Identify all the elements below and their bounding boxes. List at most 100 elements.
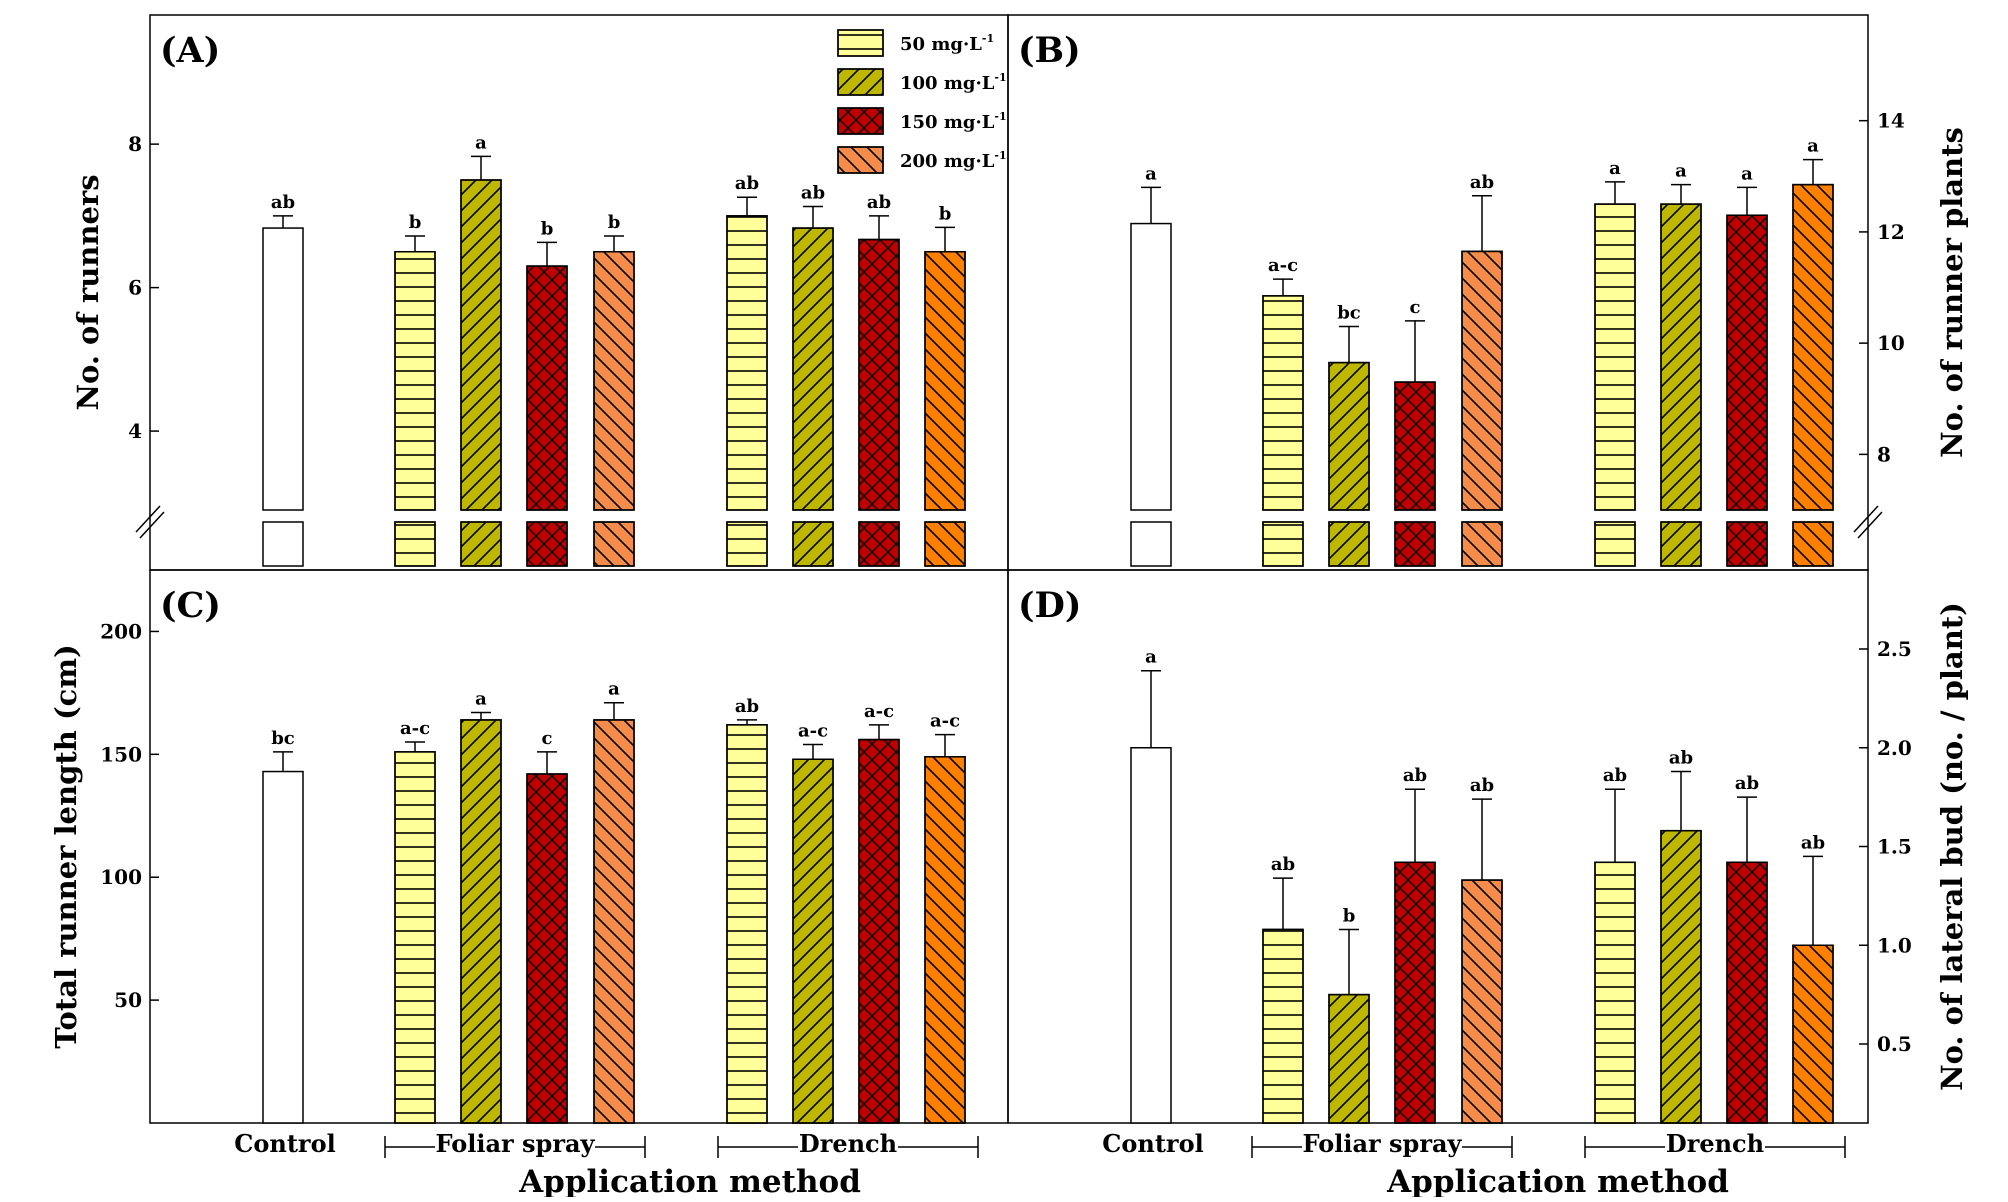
bar-drench-100-hatch (1660, 829, 1702, 1124)
significance-label: a (475, 689, 487, 710)
bar-foliar-spray-50-hatch (1262, 295, 1304, 511)
bar-drench-150-below-break-hatch (858, 521, 900, 567)
y-tick-label: 100 (100, 865, 142, 889)
significance-label: ab (1603, 765, 1627, 786)
bar-drench-100-below-break-hatch (1660, 521, 1702, 567)
bar-foliar-spray-100-hatch (1328, 361, 1370, 511)
group-label-foliar-left-bg (435, 1130, 595, 1162)
bar-control-none (1130, 747, 1172, 1124)
legend-item-200: 200 mg·L-1 (837, 146, 1007, 174)
significance-label: c (542, 728, 553, 749)
bar-foliar-spray-100-below-break-hatch (460, 521, 502, 567)
bar-foliar-spray-50-hatch (394, 250, 436, 511)
group-label-control-right: Control (1102, 1129, 1203, 1158)
significance-label: ab (867, 192, 891, 213)
bar-drench-50-below-break-hatch (726, 521, 768, 567)
y-tick-label: 150 (100, 742, 142, 766)
significance-label: ab (1470, 172, 1494, 193)
y-tick-label: 4 (128, 419, 142, 443)
legend-swatch-150-hatch (837, 107, 884, 135)
y-tick-label: 50 (114, 988, 142, 1012)
significance-label: ab (1403, 765, 1427, 786)
bar-foliar-spray-50-hatch (1262, 928, 1304, 1124)
group-label-drench-right-bg (1665, 1130, 1765, 1162)
legend-label-200: 200 mg·L-1 (900, 149, 1007, 172)
bar-drench-200-hatch (1792, 183, 1834, 511)
bar-drench-200-hatch (924, 250, 966, 511)
significance-label: a-c (400, 718, 430, 739)
group-label-control-left: Control (234, 1129, 335, 1158)
significance-label: b (608, 212, 621, 233)
legend: 50 mg·L-1 100 mg·L-1 150 mg·L-1 200 mg·L… (837, 29, 1007, 174)
x-axis-title-left: Application method (518, 1164, 861, 1197)
y-axis-title: No. of runners (71, 174, 105, 410)
significance-label: a (608, 679, 620, 700)
bar-drench-150-hatch (858, 738, 900, 1124)
legend-label-150: 150 mg·L-1 (900, 110, 1007, 133)
significance-label: a (1741, 163, 1753, 184)
bar-foliar-spray-100-below-break-hatch (1328, 521, 1370, 567)
bar-foliar-spray-100-hatch (1328, 993, 1370, 1124)
panel-label: (D) (1018, 585, 1081, 626)
significance-label: a (1675, 161, 1687, 182)
significance-label: ab (735, 173, 759, 194)
bar-drench-200-hatch (1792, 944, 1834, 1124)
significance-label: bc (271, 728, 295, 749)
bar-foliar-spray-100-hatch (460, 179, 502, 511)
bar-drench-50-hatch (1594, 203, 1636, 511)
y-axis-title: No. of lateral bud (no. / plant) (1935, 602, 1969, 1091)
significance-label: a (1807, 136, 1819, 157)
bar-foliar-spray-50-below-break-hatch (394, 521, 436, 567)
axis-break-mark (1853, 505, 1879, 533)
bar-foliar-spray-200-hatch (593, 719, 635, 1124)
significance-label: a-c (798, 721, 828, 742)
bar-foliar-spray-200-hatch (1461, 250, 1503, 511)
bar-foliar-spray-200-below-break-hatch (593, 521, 635, 567)
bar-drench-50-hatch (726, 724, 768, 1124)
group-label-drench-left: Drench (799, 1129, 897, 1158)
y-tick-label: 8 (128, 132, 142, 156)
bar-foliar-spray-50-below-break-hatch (1262, 521, 1304, 567)
axis-break-mark (1857, 511, 1883, 539)
significance-label: ab (271, 192, 295, 213)
significance-label: b (541, 218, 554, 239)
significance-label: a (1145, 163, 1157, 184)
legend-swatch-100-hatch (837, 68, 884, 96)
bar-drench-50-hatch (1594, 861, 1636, 1124)
bar-drench-50-hatch (726, 215, 768, 511)
significance-label: a (475, 132, 487, 153)
x-axis-groups-left: Control Foliar spray Drench Application … (234, 1129, 979, 1200)
bar-drench-200-below-break-hatch (924, 521, 966, 567)
significance-label: ab (1669, 747, 1693, 768)
panel-label: (B) (1018, 30, 1081, 71)
significance-label: b (409, 212, 422, 233)
significance-label: b (1343, 905, 1356, 926)
bar-drench-150-hatch (1726, 214, 1768, 511)
bar-foliar-spray-150-below-break-hatch (526, 521, 568, 567)
significance-label: a (1145, 647, 1157, 668)
bar-drench-200-hatch (924, 756, 966, 1124)
axis-break-mark (135, 505, 161, 533)
legend-label-50: 50 mg·L-1 (900, 32, 994, 55)
panel-3: (D) 0.5 1.0 1.5 2.0 2.5 No. of lateral bud (no… (1007, 569, 1969, 1124)
significance-label: c (1410, 297, 1421, 318)
bar-control-none (262, 227, 304, 511)
bar-drench-100-hatch (792, 227, 834, 511)
bar-foliar-spray-50-hatch (394, 751, 436, 1124)
significance-label: ab (1735, 773, 1759, 794)
y-tick-label: 14 (1877, 109, 1905, 133)
panel-label: (A) (160, 30, 220, 71)
bar-foliar-spray-150-hatch (1394, 861, 1436, 1124)
bar-foliar-spray-200-hatch (1461, 879, 1503, 1124)
legend-item-150: 150 mg·L-1 (837, 107, 1007, 135)
significance-label: bc (1337, 302, 1361, 323)
significance-label: ab (735, 696, 759, 717)
bar-drench-150-below-break-hatch (1726, 521, 1768, 567)
significance-label: ab (1271, 854, 1295, 875)
legend-item-50: 50 mg·L-1 (837, 29, 994, 57)
y-tick-label: 12 (1877, 220, 1905, 244)
bar-foliar-spray-150-hatch (1394, 381, 1436, 511)
